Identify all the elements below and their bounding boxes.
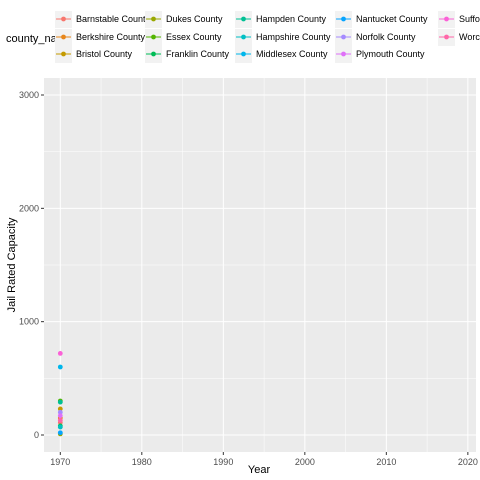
legend-item: Norfolk County xyxy=(335,29,416,46)
legend-key-point xyxy=(444,16,449,22)
legend-item: Bristol County xyxy=(55,46,133,63)
legend-label: Essex County xyxy=(166,32,222,42)
x-tick-label: 1980 xyxy=(132,457,152,467)
legend-key-point xyxy=(151,51,156,57)
y-axis-title: Jail Rated Capacity xyxy=(6,217,18,312)
legend-item: Middlesex County xyxy=(235,46,328,63)
legend-key-point xyxy=(61,51,66,57)
grid xyxy=(44,78,476,452)
legend-item: Franklin County xyxy=(145,46,230,63)
data-point xyxy=(57,351,63,356)
legend-key-point xyxy=(341,34,346,40)
x-tick-label: 2000 xyxy=(295,457,315,467)
data-point xyxy=(57,399,63,405)
legend-label: Hampden County xyxy=(256,14,327,24)
x-axis: 1970 1980 1990 2000 2010 2020 xyxy=(50,452,478,467)
legend-item: Plymouth County xyxy=(335,46,425,63)
data-point xyxy=(57,430,63,436)
y-tick-label: 1000 xyxy=(19,317,39,327)
legend-label: Worcester County xyxy=(459,32,480,42)
legend-key-point xyxy=(341,51,346,57)
y-tick-label: 2000 xyxy=(19,203,39,213)
legend-label: Nantucket County xyxy=(356,14,428,24)
legend-key-point xyxy=(61,34,66,40)
legend-item: Essex County xyxy=(145,29,222,46)
legend-item: Berkshire County xyxy=(55,29,146,46)
legend-label: Suffolk County xyxy=(459,14,480,24)
legend-item: Hampden County xyxy=(235,11,327,28)
legend-key-point xyxy=(151,34,156,40)
legend-item: Suffolk County xyxy=(438,11,480,28)
legend-item: Barnstable County xyxy=(55,11,151,28)
legend-label: Middlesex County xyxy=(256,49,328,59)
y-tick-label: 3000 xyxy=(19,90,39,100)
legend-key-point xyxy=(151,16,156,22)
x-tick-label: 2020 xyxy=(458,457,478,467)
legend-label: Franklin County xyxy=(166,49,230,59)
legend-label: Bristol County xyxy=(76,49,133,59)
y-axis: 0 1000 2000 3000 xyxy=(19,90,44,440)
legend-key-point xyxy=(61,16,66,22)
legend-item: Nantucket County xyxy=(335,11,428,28)
data-point xyxy=(57,364,63,370)
data-point xyxy=(57,413,63,419)
data-point xyxy=(57,409,63,415)
x-tick-label: 2010 xyxy=(376,457,396,467)
legend-label: Hampshire County xyxy=(256,32,331,42)
x-axis-title: Year xyxy=(248,464,271,476)
x-tick-label: 1990 xyxy=(213,457,233,467)
legend-key-point xyxy=(341,16,346,22)
data-point xyxy=(57,406,63,412)
legend-label: Barnstable County xyxy=(76,14,151,24)
data-points xyxy=(57,351,63,437)
legend-key-point xyxy=(241,34,246,40)
legend-key-point xyxy=(444,34,449,40)
data-point xyxy=(57,417,63,423)
legend-label: Norfolk County xyxy=(356,32,416,42)
data-point xyxy=(57,424,63,430)
legend-item: Worcester County xyxy=(438,29,480,46)
y-tick-label: 0 xyxy=(34,430,39,440)
legend-item: Hampshire County xyxy=(235,29,331,46)
x-tick-label: 1970 xyxy=(50,457,70,467)
legend-key-point xyxy=(241,51,246,57)
legend-key-point xyxy=(241,16,246,22)
legend-label: Dukes County xyxy=(166,14,223,24)
legend-item: Dukes County xyxy=(145,11,223,28)
legend-label: Plymouth County xyxy=(356,49,425,59)
legend-label: Berkshire County xyxy=(76,32,146,42)
